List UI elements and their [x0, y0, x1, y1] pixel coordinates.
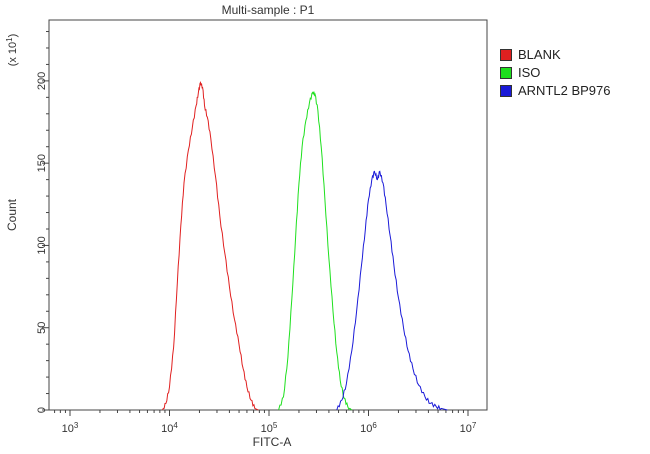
legend-label-iso: ISO [518, 65, 541, 80]
y-axis-label: Count [5, 198, 19, 231]
x-tick-label: 104 [161, 421, 178, 436]
series-line-arntl2 [336, 170, 448, 411]
y-multiplier-label: (x 101) [5, 34, 20, 67]
x-tick-label: 106 [360, 421, 377, 436]
legend-swatch-arntl2 [500, 85, 512, 97]
legend-swatch-blank [500, 49, 512, 61]
y-tick-label: 200 [36, 72, 48, 90]
histogram-series [162, 81, 448, 411]
legend-swatch-iso [500, 67, 512, 79]
x-axis-label: FITC-A [253, 435, 292, 449]
x-tick-label: 107 [460, 421, 477, 436]
legend-label-blank: BLANK [518, 47, 561, 62]
y-axis-ticks: 0 50 100 150 200 [36, 31, 49, 413]
series-line-iso [278, 91, 353, 411]
y-tick-label: 0 [36, 407, 48, 413]
legend-item-arntl2: ARNTL2 BP976 [500, 82, 611, 100]
legend-item-iso: ISO [500, 64, 611, 82]
y-tick-label: 100 [36, 236, 48, 254]
legend: BLANK ISO ARNTL2 BP976 [500, 46, 611, 100]
x-tick-label: 103 [62, 421, 79, 436]
chart-title: Multi-sample : P1 [222, 3, 315, 17]
y-tick-label: 150 [36, 154, 48, 172]
x-axis-ticks: 103 104 105 106 107 [54, 410, 477, 436]
plot-area [48, 19, 488, 411]
x-tick-label: 105 [261, 421, 278, 436]
y-tick-label: 50 [36, 322, 48, 334]
legend-item-blank: BLANK [500, 46, 611, 64]
series-line-blank [162, 81, 259, 411]
legend-label-arntl2: ARNTL2 BP976 [518, 83, 611, 98]
